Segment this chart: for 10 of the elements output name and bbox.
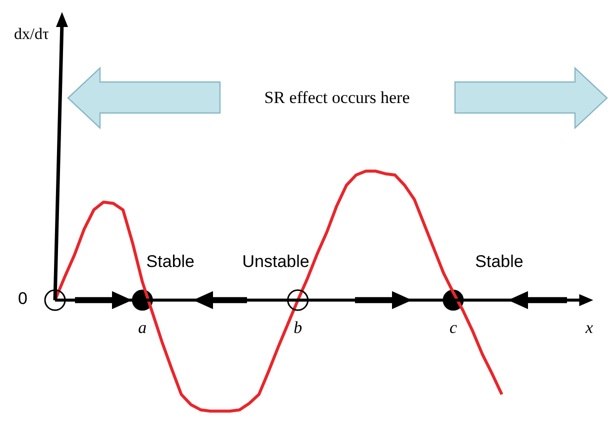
x-tick-label: x [584, 318, 594, 337]
text: SR effect occurs here [264, 88, 410, 108]
annotation: Stable [475, 252, 524, 272]
text: dx/dτ [14, 26, 49, 44]
annotation: Unstable [242, 252, 310, 272]
x-tick-label: b [294, 318, 302, 337]
annotation: Stable [146, 252, 195, 272]
x-tick-label: c [449, 318, 458, 337]
text: 0 [18, 289, 28, 310]
x-tick-label: a [138, 318, 147, 337]
